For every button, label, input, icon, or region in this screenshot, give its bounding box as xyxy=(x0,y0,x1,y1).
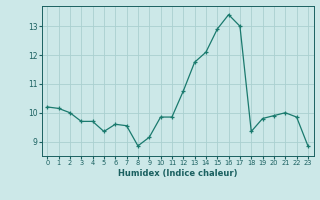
X-axis label: Humidex (Indice chaleur): Humidex (Indice chaleur) xyxy=(118,169,237,178)
